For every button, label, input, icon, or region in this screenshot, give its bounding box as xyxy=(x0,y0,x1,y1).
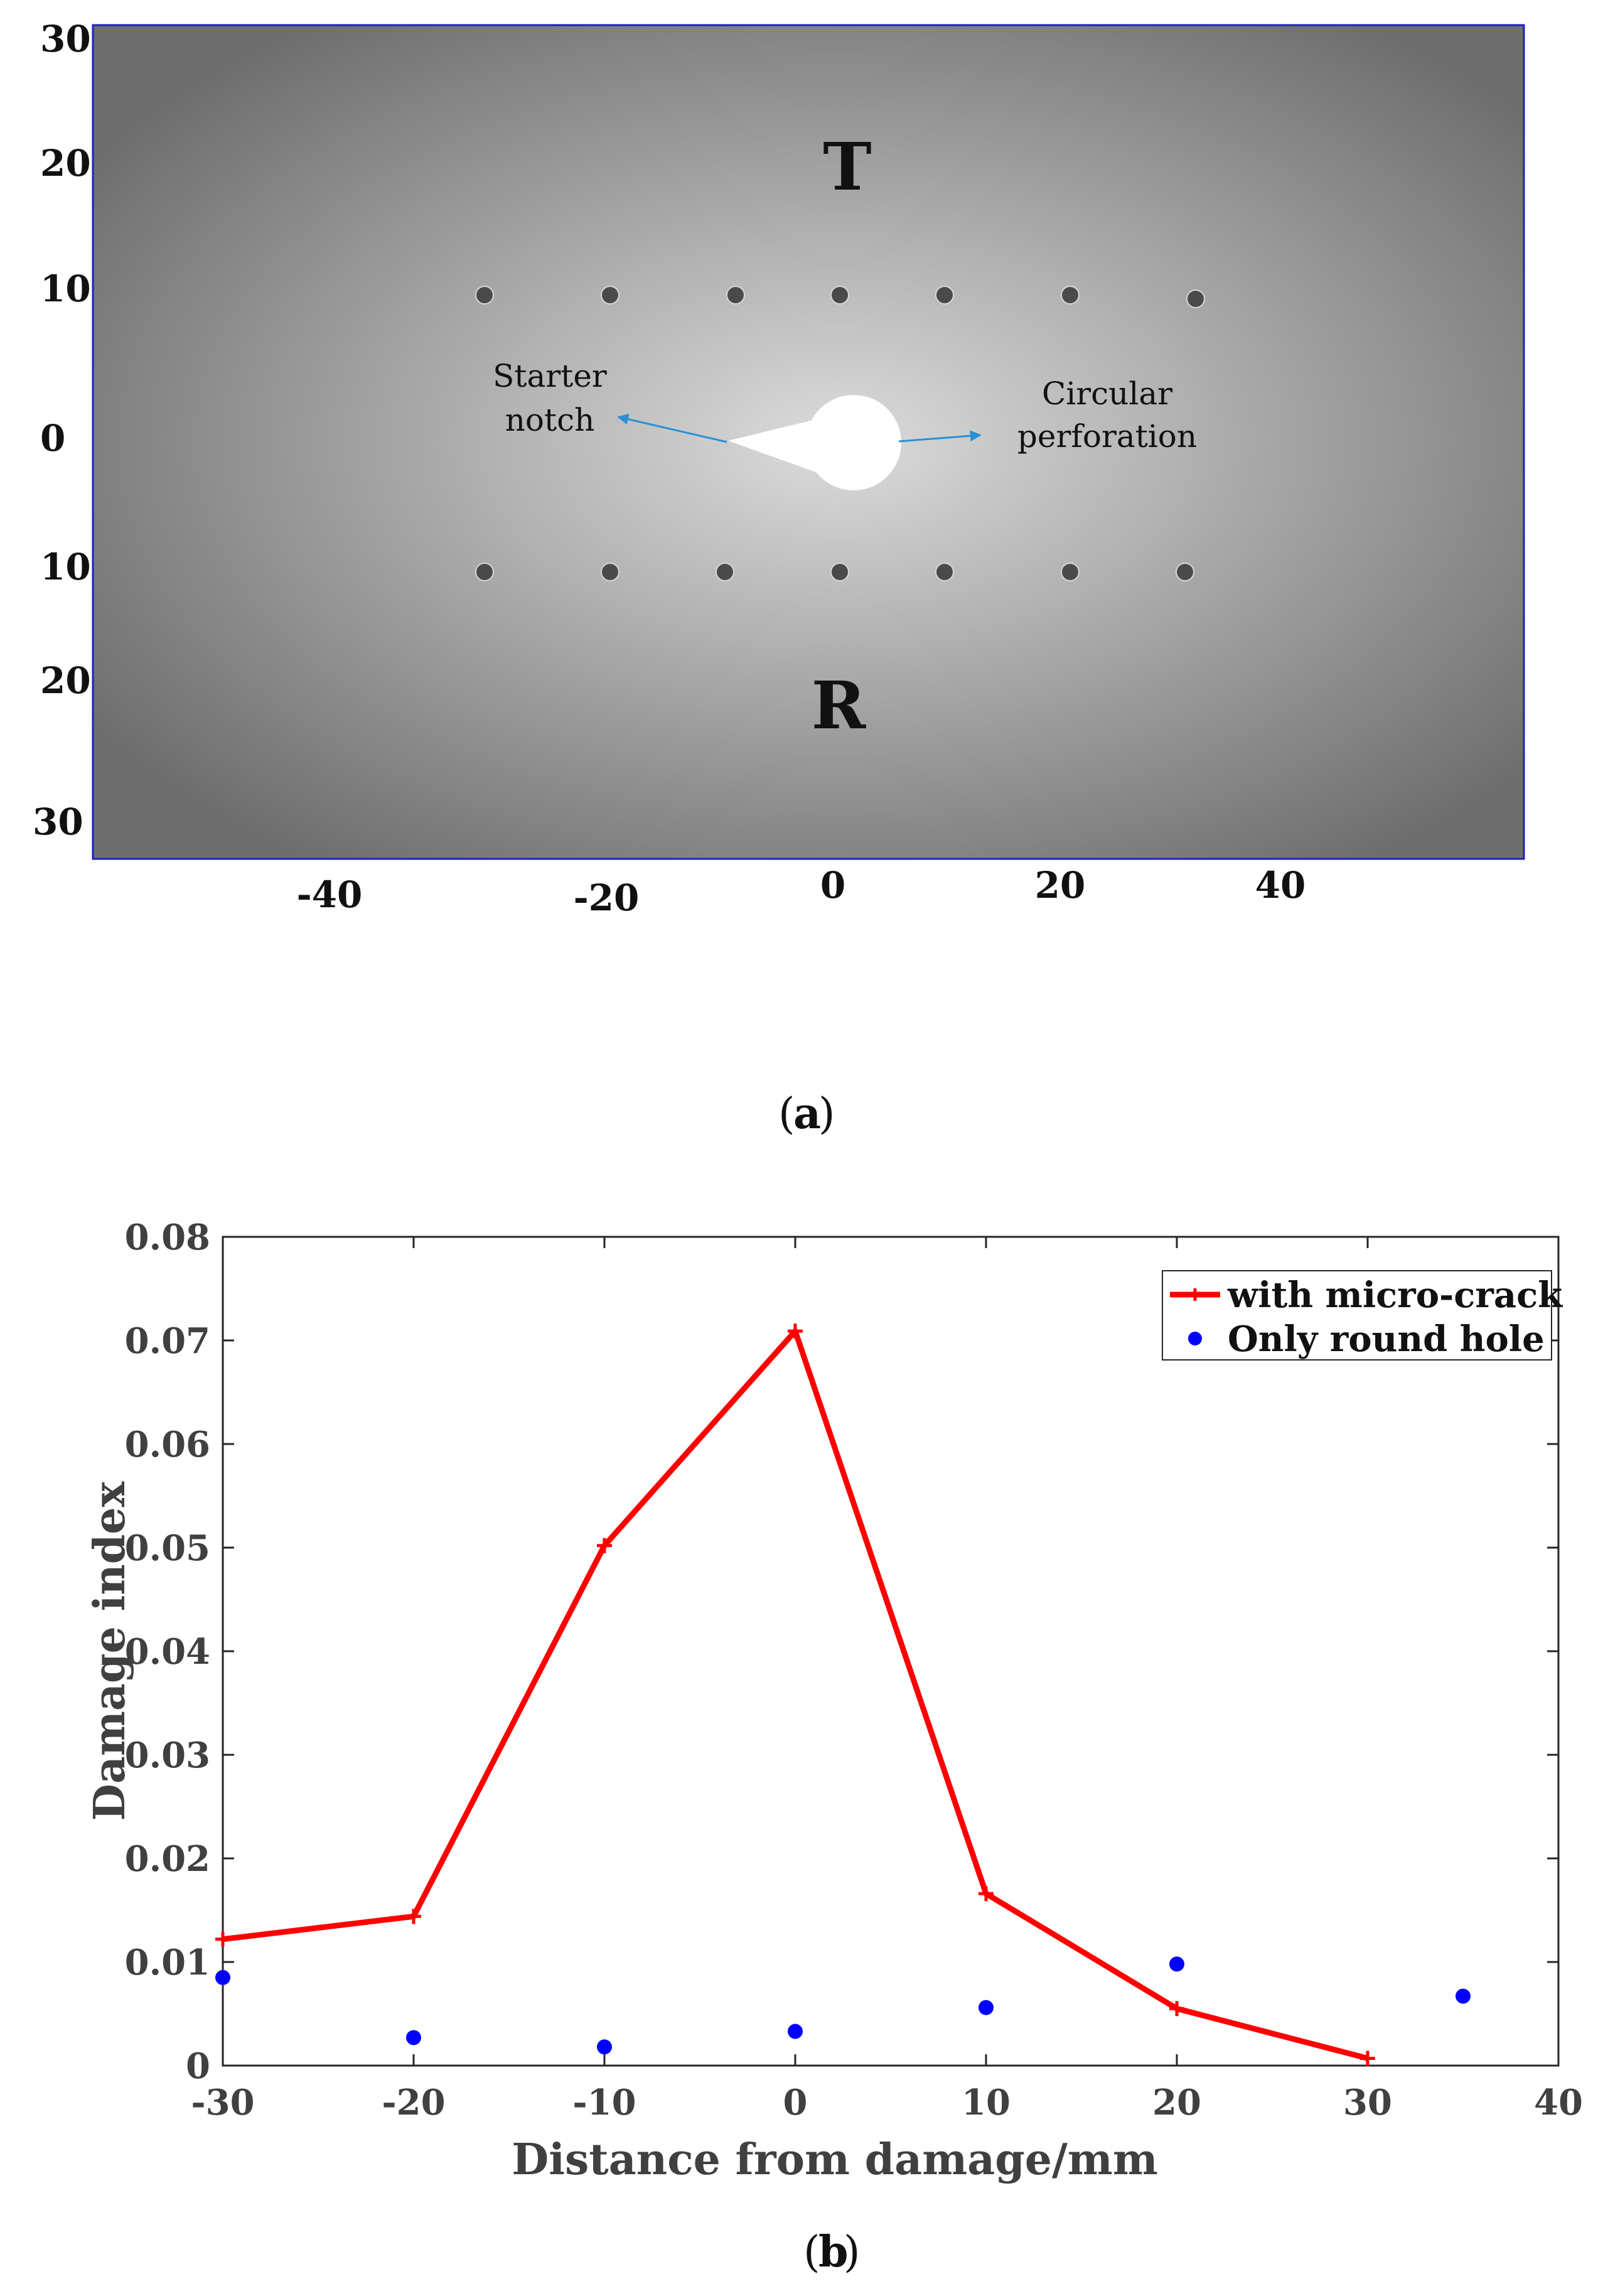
y-tick-label: 0.01 xyxy=(125,1942,210,1983)
label-bottom: R xyxy=(812,667,867,744)
a-ytick-label: 20 xyxy=(40,142,91,185)
sensor-dot xyxy=(475,563,494,581)
sensor-dot xyxy=(1061,563,1080,581)
y-tick-label: 0.02 xyxy=(125,1838,210,1880)
svg-text:): ) xyxy=(844,2228,860,2277)
data-point-with-micro-crack xyxy=(788,1323,803,1339)
y-axis-label: Damage index xyxy=(85,1481,135,1821)
starter-notch xyxy=(728,419,816,472)
notch-arrow xyxy=(617,413,727,443)
sensor-dot xyxy=(726,286,745,305)
a-ytick-label: 0 xyxy=(40,417,65,460)
a-ytick-label: 30 xyxy=(40,18,91,60)
caption-a-letter: a xyxy=(793,1089,821,1139)
caption-b-letter: b xyxy=(818,2227,849,2277)
y-tick-label: 0.05 xyxy=(125,1528,210,1569)
y-tick-label: 0.04 xyxy=(125,1631,210,1673)
sensor-dot xyxy=(475,286,494,305)
sensor-dot xyxy=(716,563,734,581)
svg-text:(: ( xyxy=(778,1089,795,1139)
x-tick-label: 20 xyxy=(1152,2082,1201,2123)
sensor-dot xyxy=(1061,286,1080,305)
circular-perforation xyxy=(806,395,901,490)
caption-a: ( a ) xyxy=(778,1089,835,1139)
a-ytick-label: 20 xyxy=(40,659,91,702)
a-xtick-label: 20 xyxy=(1035,864,1086,907)
label-top: T xyxy=(823,128,871,205)
panel-b-chart: -30 -20 -10 0 10 20 30 40 0 0.01 0.02 0.03 0.04 0.05… xyxy=(85,1217,1583,2185)
a-ytick-label: 30 xyxy=(33,800,83,843)
data-point-only-round-hole xyxy=(788,2024,803,2039)
notch-label: notch xyxy=(505,402,595,438)
a-ytick-label: 10 xyxy=(40,267,91,310)
legend-dot-marker xyxy=(1188,1332,1202,1345)
legend-label: with micro-crack xyxy=(1227,1275,1563,1316)
data-point-with-micro-crack xyxy=(978,1886,994,1902)
sensor-dot xyxy=(601,286,619,305)
a-xtick-label: -40 xyxy=(297,873,363,916)
perforation-label: Circular xyxy=(1042,375,1172,412)
notch-label: Starter xyxy=(493,358,607,394)
x-axis: -30 -20 -10 0 10 20 30 40 xyxy=(191,1237,1583,2123)
x-tick-label: 10 xyxy=(962,2082,1011,2123)
a-ytick-label: 10 xyxy=(40,546,91,588)
y-tick-label: 0.06 xyxy=(125,1424,210,1465)
y-tick-label: 0.07 xyxy=(125,1320,210,1362)
plot-area xyxy=(222,1236,1560,2067)
a-xtick-label: 0 xyxy=(820,864,845,907)
sensor-dot xyxy=(1186,289,1205,308)
data-point-only-round-hole xyxy=(215,1970,230,1985)
x-tick-label: 40 xyxy=(1534,2082,1583,2123)
legend-label: Only round hole xyxy=(1228,1318,1545,1360)
a-xtick-label: 40 xyxy=(1255,864,1306,907)
x-tick-label: -10 xyxy=(572,2082,636,2123)
svg-text:): ) xyxy=(818,1089,835,1139)
data-point-with-micro-crack xyxy=(1360,2051,1375,2066)
y-tick-label: 0 xyxy=(186,2045,210,2087)
data-point-only-round-hole xyxy=(406,2030,421,2045)
y-tick-label: 0.03 xyxy=(125,1735,210,1776)
legend-plus-marker xyxy=(1189,1288,1201,1301)
data-point-with-micro-crack xyxy=(406,1909,421,1924)
x-tick-label: -30 xyxy=(191,2082,254,2123)
caption-b: ( b ) xyxy=(803,2227,860,2277)
sensor-dot xyxy=(830,286,849,305)
x-tick-label: 30 xyxy=(1343,2082,1392,2123)
svg-text:(: ( xyxy=(803,2228,820,2277)
data-point-only-round-hole xyxy=(597,2039,612,2055)
x-axis-label: Distance from damage/mm xyxy=(512,2135,1158,2185)
sensor-dot xyxy=(935,563,954,581)
legend: with micro-crack Only round hole xyxy=(1162,1270,1563,1361)
data-point-with-micro-crack xyxy=(1169,2001,1184,2017)
x-tick-label: 0 xyxy=(783,2082,808,2123)
a-xtick-label: -20 xyxy=(574,876,640,919)
panel-a: 30 20 10 0 10 20 30 -40 -20 0 20 40 T R xyxy=(33,18,1525,919)
sensor-dot xyxy=(1176,563,1194,581)
series-layer xyxy=(215,1323,1471,2066)
data-point-with-micro-crack xyxy=(597,1538,612,1553)
data-point-only-round-hole xyxy=(1169,1956,1184,1972)
data-point-only-round-hole xyxy=(1456,1988,1471,2004)
sensor-dot xyxy=(935,286,954,305)
x-tick-label: -20 xyxy=(382,2082,445,2123)
legend-box xyxy=(1162,1270,1552,1361)
sensor-dot xyxy=(830,563,849,581)
perforation-arrow xyxy=(898,430,982,443)
y-axis: 0 0.01 0.02 0.03 0.04 0.05 0.06 0.07 0.08 xyxy=(125,1217,1558,2087)
sensor-dot xyxy=(601,563,619,581)
data-point-with-micro-crack xyxy=(215,1931,230,1947)
perforation-label: perforation xyxy=(1017,418,1197,455)
data-point-only-round-hole xyxy=(978,2000,994,2015)
y-tick-label: 0.08 xyxy=(125,1217,210,1258)
